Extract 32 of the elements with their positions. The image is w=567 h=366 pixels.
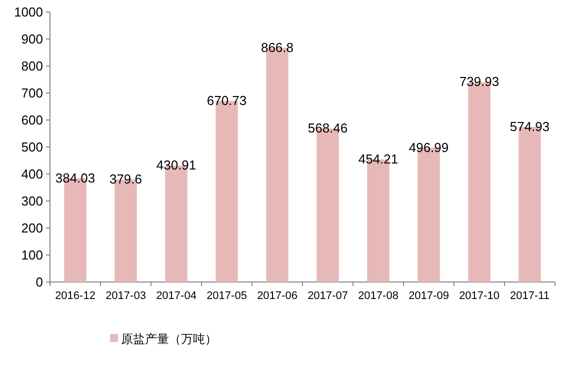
x-tick-label: 2017-11: [510, 290, 550, 302]
data-label: 384.03: [55, 170, 96, 186]
y-tick-label: 700: [21, 86, 43, 100]
x-tick-label: 2017-10: [459, 290, 500, 302]
y-tick-label: 800: [21, 58, 43, 74]
x-tick-label: 2017-06: [257, 290, 298, 302]
y-tick-label: 200: [21, 220, 43, 236]
data-label: 568.46: [308, 120, 348, 136]
y-tick-label: 0: [36, 274, 43, 290]
y-tick-label: 100: [21, 248, 43, 262]
x-tick-label: 2016-12: [55, 290, 96, 302]
data-label: 739.93: [459, 74, 500, 90]
data-label: 866.8: [260, 40, 294, 55]
x-tick-label: 2017-08: [358, 290, 398, 302]
legend-label: 原盐产量（万吨）: [121, 332, 217, 346]
data-label: 496.99: [408, 140, 449, 155]
y-tick-label: 1000: [14, 4, 43, 20]
data-label: 574.93: [510, 118, 550, 134]
data-label: 670.73: [206, 92, 247, 108]
x-tick-label: 2017-05: [206, 290, 247, 302]
data-label: 454.21: [358, 151, 398, 166]
data-label: 430.91: [156, 158, 196, 173]
x-tick-label: 2017-03: [106, 290, 146, 302]
x-tick-label: 2017-04: [156, 290, 196, 302]
y-tick-label: 400: [21, 166, 43, 182]
data-label: 379.6: [109, 172, 142, 186]
y-tick-label: 600: [21, 112, 43, 128]
y-tick-label: 500: [21, 140, 43, 154]
y-tick-label: 300: [21, 194, 43, 208]
x-tick-label: 2017-09: [408, 290, 449, 302]
x-tick-label: 2017-07: [308, 290, 348, 302]
y-tick-label: 900: [21, 32, 43, 46]
